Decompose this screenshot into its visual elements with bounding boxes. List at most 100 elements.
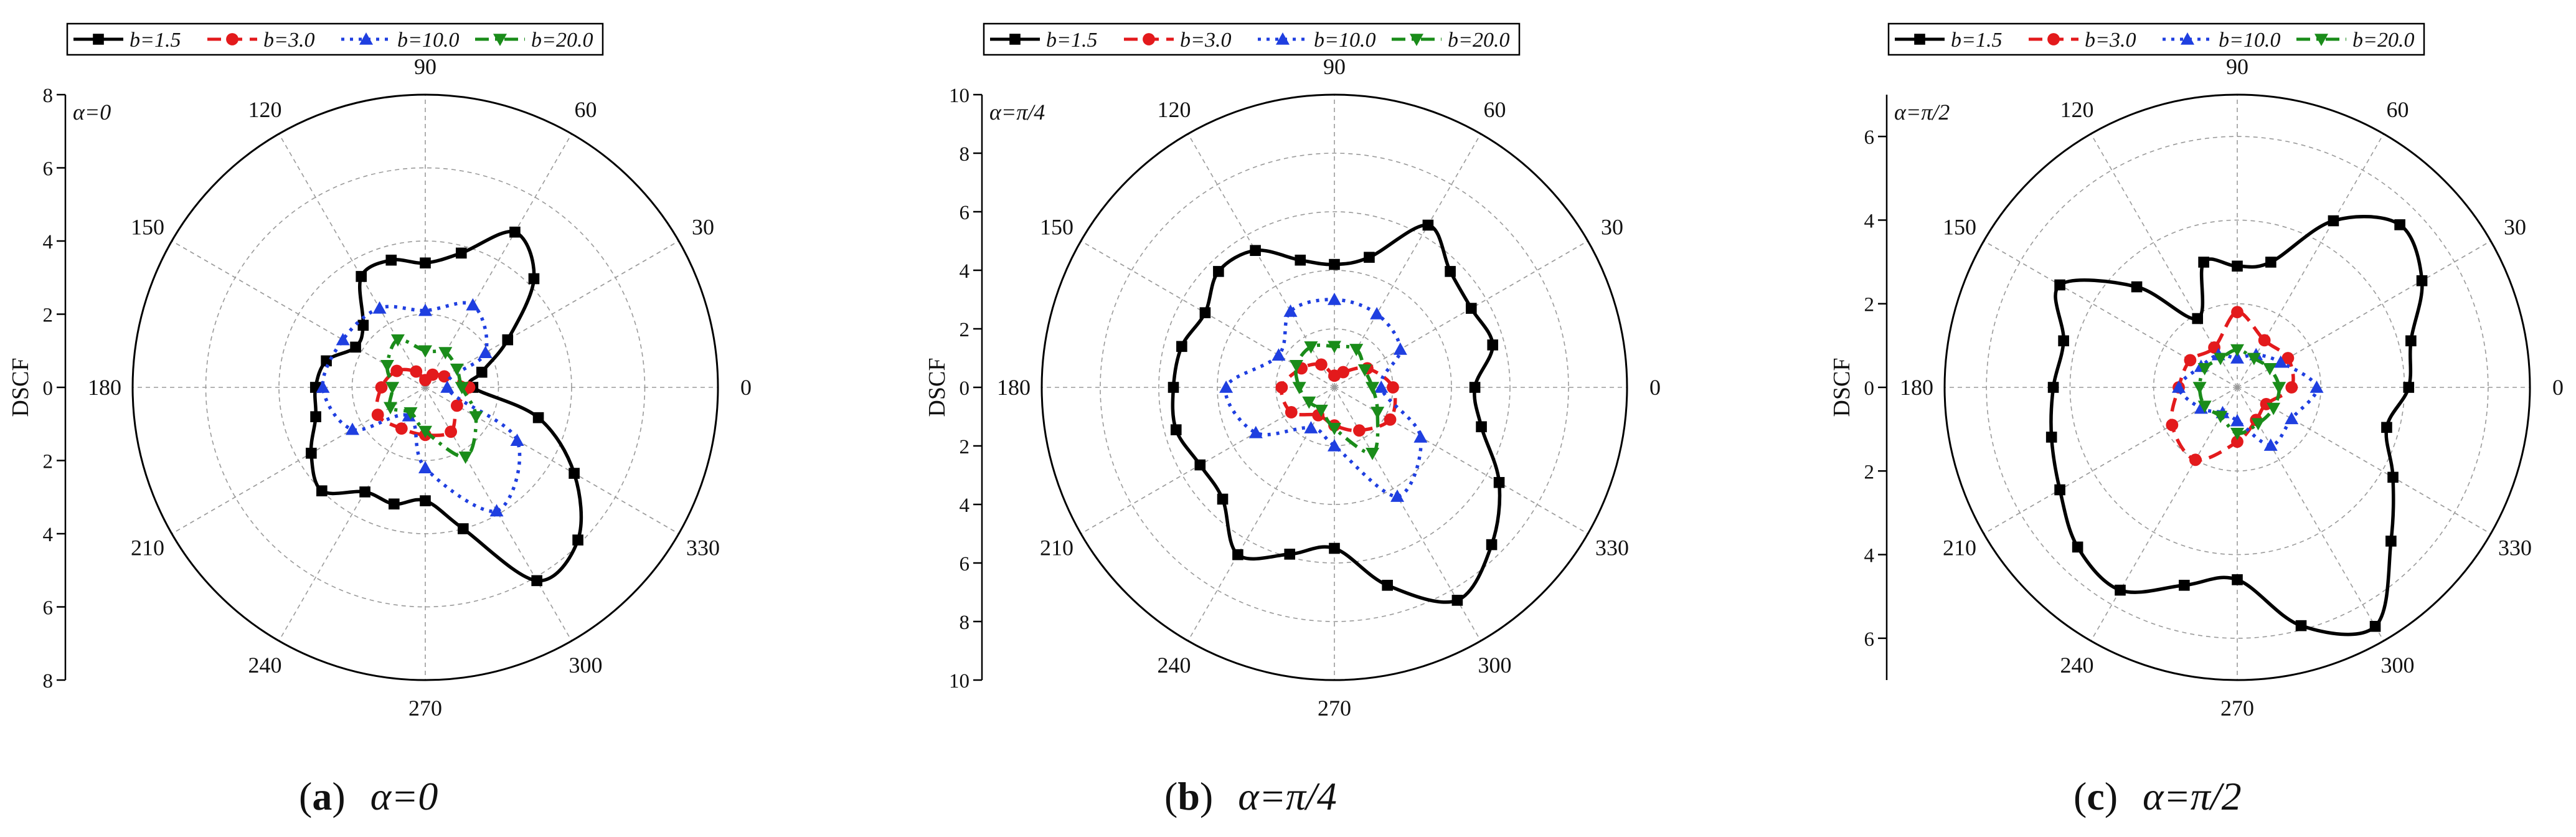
data-point-b=1.5 (2405, 335, 2417, 347)
data-point-b=1.5 (1382, 579, 1393, 591)
angle-label: 210 (131, 536, 164, 560)
data-point-b=10.0 (510, 433, 524, 446)
data-point-b=10.0 (316, 381, 330, 393)
r-tick-label: 6 (1864, 126, 1875, 149)
data-point-b=1.5 (2054, 484, 2065, 496)
data-point-b=10.0 (2172, 381, 2186, 393)
data-point-b=1.5 (476, 366, 488, 378)
data-point-b=1.5 (359, 486, 370, 498)
grid-ring (1100, 153, 1569, 622)
data-point-b=10.0 (440, 381, 455, 393)
data-point-b=20.0 (2272, 382, 2286, 394)
data-point-b=1.5 (385, 254, 397, 266)
data-point-b=10.0 (1283, 304, 1298, 317)
data-point-b=1.5 (2115, 584, 2126, 596)
angle-label: 270 (1318, 696, 1351, 721)
r-tick-label: 6 (960, 553, 970, 575)
data-point-b=10.0 (1413, 430, 1428, 443)
data-point-b=10.0 (2230, 351, 2244, 364)
data-point-b=3.0 (1384, 413, 1397, 426)
y-axis-label: DSCF (924, 357, 950, 417)
data-point-b=20.0 (1328, 341, 1341, 354)
data-point-b=3.0 (2281, 352, 2295, 364)
angle-label: 60 (575, 97, 597, 122)
angle-label: 90 (414, 54, 436, 79)
data-point-b=10.0 (466, 298, 480, 311)
data-point-b=20.0 (2214, 352, 2228, 366)
data-point-b=1.5 (2192, 313, 2204, 324)
angle-label: 120 (1158, 97, 1191, 122)
data-point-b=1.5 (532, 412, 544, 423)
data-point-b=10.0 (2263, 438, 2278, 451)
r-tick-label: 2 (43, 451, 54, 473)
data-point-b=10.0 (2273, 355, 2288, 368)
data-point-b=10.0 (1304, 421, 1318, 433)
data-point-b=10.0 (1374, 381, 1389, 393)
panel-a: b=1.5 b=3.0 b=10.0 b=20.0 8 6 4 2 0 2 4 6 8 DSCF α=0 0 3… (7, 22, 752, 818)
caption-text: α=π/4 (1238, 774, 1337, 818)
data-point-b=1.5 (306, 447, 317, 459)
data-point-b=1.5 (2328, 215, 2339, 227)
data-point-b=1.5 (1199, 307, 1211, 318)
data-point-b=1.5 (569, 468, 580, 479)
data-point-b=1.5 (2131, 281, 2143, 293)
panel-c: b=1.5 b=3.0 b=10.0 b=20.0 6 4 2 0 2 4 6 DSCF α=π/2 0 3… (1829, 22, 2564, 818)
data-point-b=20.0 (458, 452, 473, 464)
grid-spoke (2090, 387, 2238, 641)
data-point-b=1.5 (1295, 254, 1306, 266)
r-tick-label: 4 (960, 260, 970, 283)
data-point-b=20.0 (2247, 352, 2261, 366)
angle-label: 180 (997, 375, 1031, 400)
data-point-b=20.0 (469, 411, 483, 423)
data-point-b=1.5 (2045, 432, 2057, 443)
angle-label: 210 (1040, 536, 1073, 560)
legend-label: b=20.0 (531, 29, 593, 52)
legend-marker-b=3.0 (1143, 33, 1155, 45)
data-point-b=1.5 (1232, 549, 1243, 560)
data-point-b=20.0 (2251, 418, 2265, 431)
data-point-b=1.5 (2179, 579, 2190, 591)
data-point-b=1.5 (2416, 275, 2428, 286)
angle-label: 240 (2060, 653, 2094, 678)
r-tick-label: 4 (43, 231, 54, 253)
data-point-b=1.5 (316, 485, 328, 496)
data-point-b=1.5 (1476, 421, 1487, 433)
panel-caption: (c) α=π/2 (2074, 774, 2242, 818)
angle-label: 60 (1484, 97, 1506, 122)
data-point-b=1.5 (2054, 279, 2065, 291)
legend-marker-b=10.0 (359, 32, 373, 45)
grid-spoke (425, 387, 679, 534)
grid-ring (1986, 136, 2489, 639)
data-point-b=3.0 (2258, 334, 2271, 347)
data-point-b=3.0 (1314, 358, 1328, 371)
angle-label: 150 (1040, 215, 1073, 240)
r-tick-label: 2 (1864, 294, 1875, 316)
caption-letter: b (1177, 774, 1200, 818)
data-point-b=1.5 (420, 495, 431, 506)
data-point-b=20.0 (1292, 382, 1306, 394)
angle-label: 330 (2498, 536, 2532, 560)
angle-label: 150 (1943, 215, 1976, 240)
angle-label: 270 (2220, 696, 2254, 721)
grid-spoke (425, 133, 572, 388)
panel-caption: (b) α=π/4 (1164, 774, 1337, 818)
data-point-b=1.5 (1217, 493, 1229, 505)
data-point-b=20.0 (385, 382, 400, 394)
angle-label: 0 (1649, 375, 1661, 400)
y-axis-label: DSCF (7, 357, 34, 417)
data-point-b=3.0 (1387, 381, 1399, 394)
data-point-b=10.0 (1390, 489, 1405, 502)
data-point-b=1.5 (2385, 536, 2397, 547)
data-point-b=3.0 (2285, 381, 2298, 394)
angle-label: 90 (2226, 54, 2248, 79)
r-tick-label: 8 (43, 85, 54, 107)
r-tick-label: 4 (960, 494, 970, 517)
data-point-b=20.0 (1302, 396, 1316, 409)
angle-label: 180 (88, 375, 121, 400)
panel-b: b=1.5 b=3.0 b=10.0 b=20.0 10 8 6 4 2 0 2 4 6 8 10 DSCF α… (924, 22, 1661, 818)
data-point-b=3.0 (1328, 369, 1341, 382)
r-tick-label: 6 (960, 202, 970, 224)
legend-label: b=10.0 (2219, 29, 2280, 52)
data-point-b=20.0 (384, 402, 398, 415)
